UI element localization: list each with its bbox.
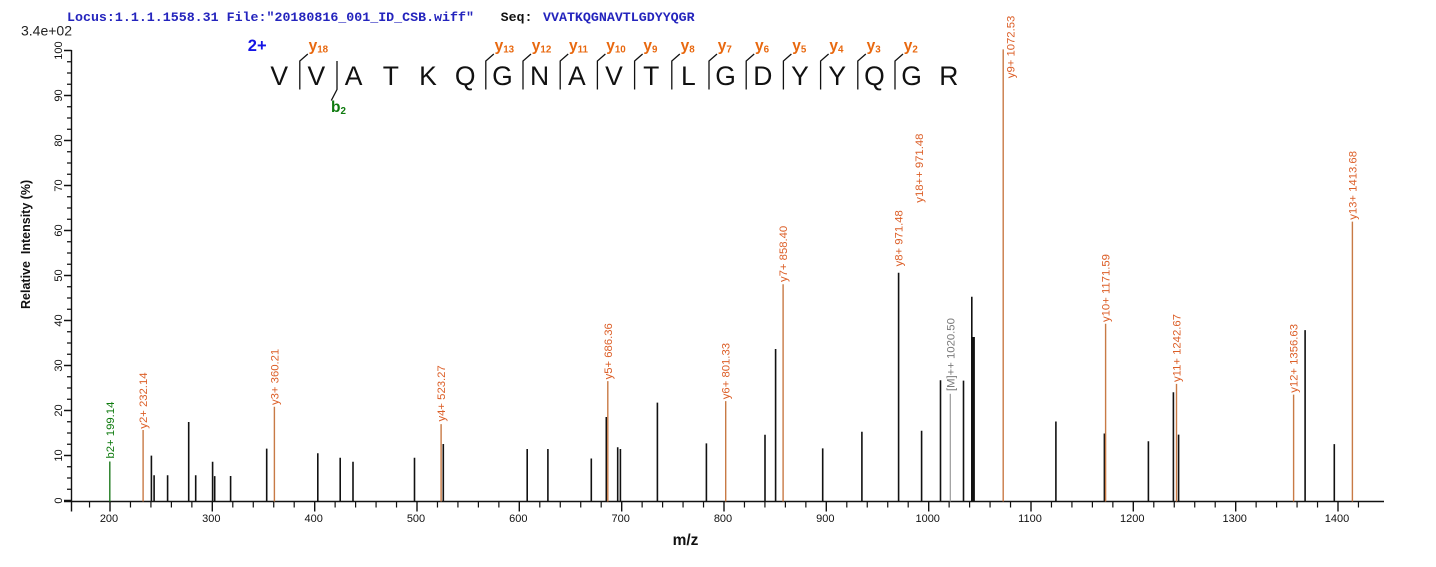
- svg-text:[M]++ 1020.50: [M]++ 1020.50: [945, 318, 957, 391]
- svg-text:900: 900: [816, 513, 834, 525]
- svg-text:m/z: m/z: [673, 532, 699, 549]
- svg-text:G: G: [715, 61, 736, 91]
- svg-text:y9+ 1072.53: y9+ 1072.53: [1006, 16, 1018, 79]
- svg-text:R: R: [939, 61, 958, 91]
- svg-text:y5+ 686.36: y5+ 686.36: [603, 323, 615, 379]
- svg-text:Y: Y: [791, 61, 809, 91]
- svg-text:3.4e+02: 3.4e+02: [21, 23, 72, 39]
- svg-text:0: 0: [53, 497, 65, 503]
- svg-text:b2+ 199.14: b2+ 199.14: [105, 402, 117, 459]
- svg-text:1400: 1400: [1325, 513, 1349, 525]
- svg-text:1300: 1300: [1222, 513, 1246, 525]
- svg-text:60: 60: [53, 224, 65, 236]
- svg-text:y8+ 971.48: y8+ 971.48: [894, 210, 906, 266]
- svg-text:500: 500: [407, 513, 425, 525]
- svg-text:D: D: [753, 61, 772, 91]
- svg-text:Relative Intensity (%): Relative Intensity (%): [19, 180, 33, 309]
- svg-text:A: A: [345, 61, 363, 91]
- svg-text:100: 100: [53, 41, 65, 59]
- svg-text:y13+ 1413.68: y13+ 1413.68: [1347, 151, 1359, 220]
- svg-text:50: 50: [53, 269, 65, 281]
- svg-text:y2+ 232.14: y2+ 232.14: [138, 372, 150, 428]
- svg-text:V: V: [308, 61, 326, 91]
- svg-text:Locus:1.1.1.1558.31 File:"2018: Locus:1.1.1.1558.31 File:"20180816_001_I…: [67, 10, 474, 25]
- svg-text:y18++ 971.48: y18++ 971.48: [914, 134, 926, 203]
- svg-text:G: G: [492, 61, 513, 91]
- svg-text:10: 10: [53, 449, 65, 461]
- svg-text:T: T: [643, 61, 659, 91]
- svg-text:V: V: [270, 61, 288, 91]
- svg-text:T: T: [383, 61, 399, 91]
- svg-text:700: 700: [612, 513, 630, 525]
- svg-text:VVATKQGNAVTLGDYYQGR: VVATKQGNAVTLGDYYQGR: [543, 10, 695, 25]
- svg-text:80: 80: [53, 134, 65, 146]
- svg-text:y4+ 523.27: y4+ 523.27: [436, 365, 448, 421]
- svg-text:K: K: [419, 61, 437, 91]
- svg-text:40: 40: [53, 314, 65, 326]
- svg-text:y6+ 801.33: y6+ 801.33: [721, 343, 733, 399]
- svg-text:G: G: [901, 61, 922, 91]
- svg-text:Q: Q: [864, 61, 885, 91]
- svg-text:90: 90: [53, 89, 65, 101]
- svg-text:2+: 2+: [248, 37, 267, 55]
- svg-text:y10+ 1171.59: y10+ 1171.59: [1101, 254, 1113, 322]
- svg-text:200: 200: [100, 513, 118, 525]
- svg-text:1000: 1000: [915, 513, 939, 525]
- svg-text:y12+ 1356.63: y12+ 1356.63: [1289, 324, 1301, 393]
- svg-text:y3+ 360.21: y3+ 360.21: [269, 349, 281, 405]
- svg-text:300: 300: [202, 513, 220, 525]
- svg-text:Q: Q: [455, 61, 476, 91]
- svg-text:V: V: [605, 61, 623, 91]
- svg-text:N: N: [530, 61, 549, 91]
- svg-text:600: 600: [509, 513, 527, 525]
- svg-text:A: A: [568, 61, 586, 91]
- svg-text:800: 800: [714, 513, 732, 525]
- svg-text:y11+ 1242.67: y11+ 1242.67: [1172, 314, 1184, 382]
- svg-text:70: 70: [53, 179, 65, 191]
- svg-text:y7+ 858.40: y7+ 858.40: [778, 226, 790, 282]
- svg-text:400: 400: [305, 513, 323, 525]
- svg-text:1200: 1200: [1120, 513, 1144, 525]
- svg-text:L: L: [681, 61, 696, 91]
- svg-text:Seq:: Seq:: [501, 10, 533, 25]
- svg-text:1100: 1100: [1018, 513, 1042, 525]
- svg-text:Y: Y: [828, 61, 846, 91]
- svg-text:30: 30: [53, 359, 65, 371]
- svg-text:20: 20: [53, 404, 65, 416]
